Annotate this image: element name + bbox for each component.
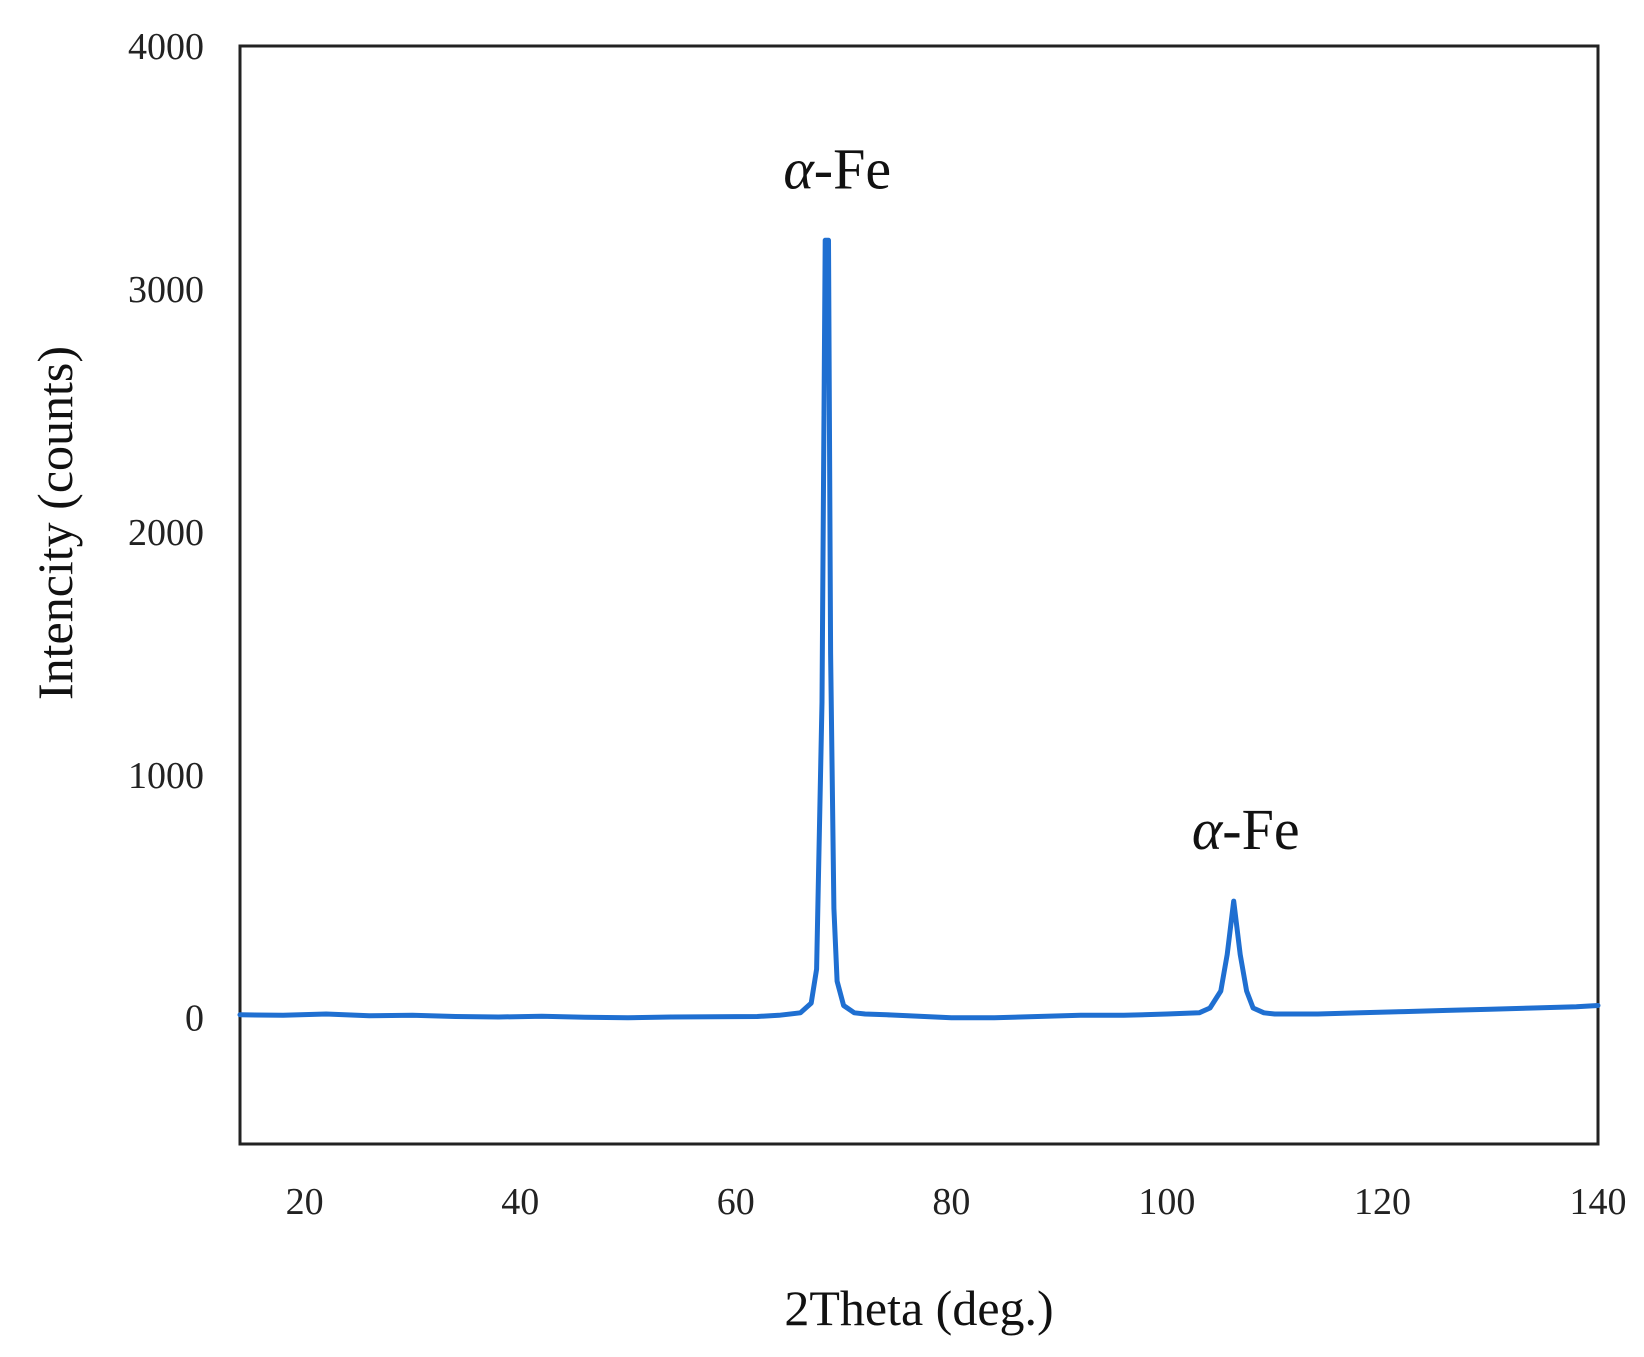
- x-tick-label: 40: [501, 1181, 539, 1223]
- y-tick-label: 1000: [128, 755, 204, 797]
- y-tick-label: 4000: [128, 26, 204, 68]
- annotation-alpha: α: [1192, 797, 1224, 862]
- series-line: [237, 237, 1601, 1021]
- y-tick-label: 0: [185, 998, 204, 1040]
- y-tick-label: 2000: [128, 512, 204, 554]
- x-tick-label: 120: [1354, 1181, 1411, 1223]
- x-tick-label: 100: [1138, 1181, 1195, 1223]
- annotation-alpha: α: [783, 136, 815, 201]
- x-tick-group: 20 40 60 80 100 120 140: [286, 1181, 1627, 1223]
- y-tick-group: 0 1000 2000 3000 4000: [128, 26, 204, 1040]
- x-tick-label: 60: [717, 1181, 755, 1223]
- x-axis-title: 2Theta (deg.): [784, 1280, 1053, 1336]
- y-tick-label: 3000: [128, 269, 204, 311]
- peak-annotation: α-Fe: [783, 136, 891, 201]
- peak-annotation: α-Fe: [1192, 797, 1300, 862]
- x-tick-label: 80: [932, 1181, 970, 1223]
- plot-frame: [238, 44, 1600, 1146]
- x-tick-label: 140: [1570, 1181, 1627, 1223]
- annotation-group: α-Feα-Fe: [783, 136, 1299, 862]
- x-tick-label: 20: [286, 1181, 324, 1223]
- annotation-suffix: -Fe: [1222, 797, 1299, 862]
- annotation-suffix: -Fe: [814, 136, 891, 201]
- y-axis-title: Intencity (counts): [27, 346, 83, 700]
